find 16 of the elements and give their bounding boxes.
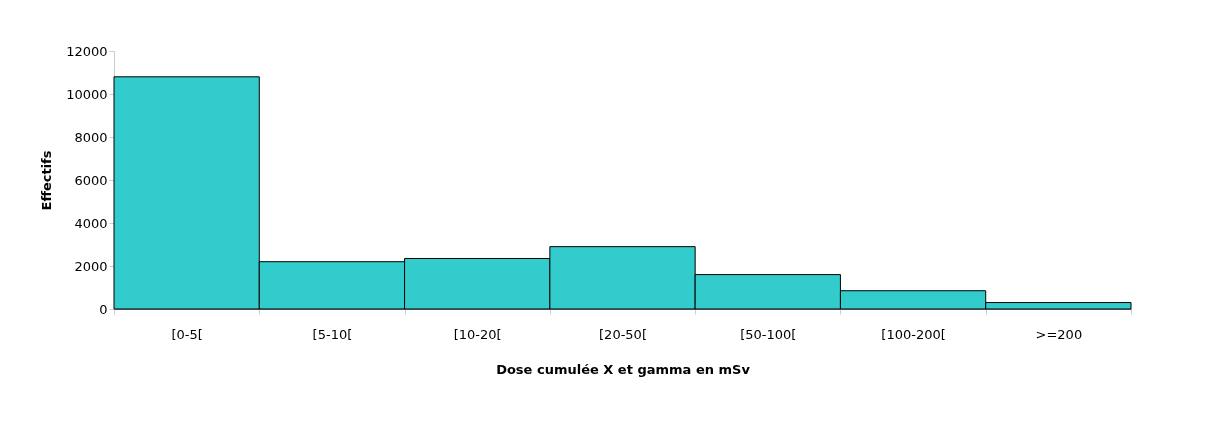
- x-axis-title: Dose cumulée X et gamma en mSv: [496, 361, 751, 377]
- y-tick-label: 8000: [74, 129, 108, 145]
- x-tick-label: [100-200[: [881, 326, 946, 342]
- x-tick-label: [10-20[: [453, 326, 502, 342]
- y-tick-label: 12000: [66, 43, 108, 59]
- y-tick-label: 10000: [66, 86, 108, 102]
- x-tick-label: [50-100[: [740, 326, 797, 342]
- y-axis-title: Effectifs: [39, 150, 55, 211]
- y-tick-label: 0: [99, 301, 108, 317]
- x-tick-label: [0-5[: [171, 326, 203, 342]
- y-tick-label: 6000: [74, 172, 108, 188]
- x-tick-label: >=200: [1035, 326, 1083, 342]
- y-tick-label: 4000: [74, 215, 108, 231]
- x-tick-label: [20-50[: [599, 326, 647, 342]
- x-tick-label: [5-10[: [312, 326, 353, 342]
- y-tick-label: 2000: [74, 258, 108, 274]
